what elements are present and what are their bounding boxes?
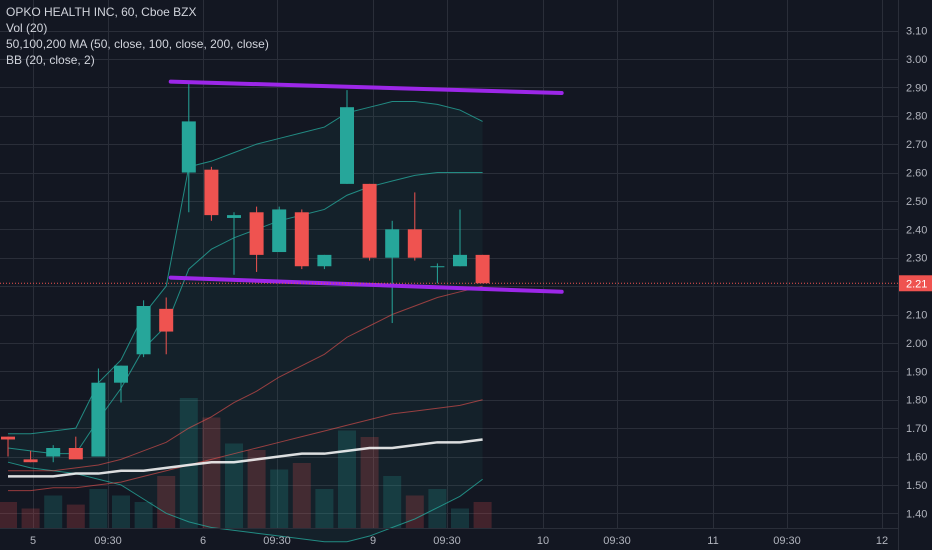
candle-body[interactable] <box>1 436 15 440</box>
time-tick-label: 09:30 <box>94 535 122 547</box>
volume-bar <box>112 495 130 528</box>
volume-bar <box>292 463 311 528</box>
candle-body[interactable] <box>475 254 490 284</box>
last-price-box <box>899 275 932 292</box>
candle-body[interactable] <box>453 254 467 267</box>
support-trendline[interactable] <box>168 275 564 294</box>
candle-body[interactable] <box>204 169 219 216</box>
time-tick-label: 09:30 <box>773 535 801 547</box>
volume-bar <box>247 450 266 528</box>
candle-body[interactable] <box>340 107 354 184</box>
candle-body[interactable] <box>362 183 377 258</box>
price-tick-label: 1.60 <box>906 452 927 464</box>
ma50-line <box>8 285 483 472</box>
bollinger-lower-line <box>7 461 483 543</box>
time-tick-label: 11 <box>707 535 718 547</box>
candle-body[interactable] <box>114 365 128 383</box>
ma200-line <box>8 438 483 478</box>
price-tick-label: 2.80 <box>906 111 927 123</box>
candle-body[interactable] <box>68 448 83 460</box>
price-tick-label: 1.40 <box>906 508 927 520</box>
price-tick-label: 1.70 <box>906 423 927 435</box>
price-tick-label: 3.10 <box>906 26 927 38</box>
price-tick-label: 2.10 <box>906 310 927 322</box>
price-tick-label: 2.00 <box>906 338 927 350</box>
candle-body[interactable] <box>249 212 264 255</box>
volume-bar <box>338 430 356 528</box>
candle-body[interactable] <box>294 212 309 267</box>
price-tick-label: 1.50 <box>906 480 927 492</box>
price-tick-label: 2.60 <box>906 168 927 180</box>
time-tick-label: 09:30 <box>603 535 631 547</box>
time-tick-label: 6 <box>200 535 206 547</box>
bollinger-upper-line <box>8 101 483 435</box>
candle-body[interactable] <box>272 209 287 253</box>
price-tick-label: 3.00 <box>906 54 927 66</box>
resistance-trendline[interactable] <box>168 79 564 95</box>
volume-bar <box>66 504 85 528</box>
volume-bar <box>157 476 176 528</box>
volume-bar <box>451 508 469 528</box>
time-axis[interactable]: 5 09:30 6 09:30 9 09:30 10 09:30 11 09:30 12 <box>30 535 888 547</box>
symbol-title[interactable]: OPKO HEALTH INC, 60, Cboe BZX <box>6 5 197 19</box>
candle-body[interactable] <box>91 382 106 457</box>
bollinger-indicator-label[interactable]: BB (20, close, 2) <box>6 53 95 67</box>
ma100-line <box>8 399 483 492</box>
volume-bar <box>202 417 221 528</box>
price-tick-label: 1.90 <box>906 366 927 378</box>
time-tick-label: 12 <box>876 535 888 547</box>
trendlines[interactable] <box>168 79 564 294</box>
candle-body[interactable] <box>430 266 445 268</box>
candle-body[interactable] <box>159 308 174 332</box>
candle-body[interactable] <box>407 229 422 258</box>
volume-bar <box>383 476 402 528</box>
volume-bar <box>360 437 379 528</box>
moving-average-indicator-label[interactable]: 50,100,200 MA (50, close, 100, close, 20… <box>6 37 269 51</box>
price-tick-label: 2.30 <box>906 253 927 265</box>
price-tick-label: 2.90 <box>906 82 927 94</box>
time-tick-label: 10 <box>537 535 549 547</box>
candle-body[interactable] <box>23 459 38 463</box>
candle-body[interactable] <box>227 215 241 218</box>
price-tick-label: 2.50 <box>906 196 927 208</box>
price-tick-label: 2.40 <box>906 224 927 236</box>
candle-body[interactable] <box>385 229 400 258</box>
volume-bar <box>134 502 153 528</box>
volume-bar <box>89 489 108 528</box>
volume-bar <box>473 502 492 528</box>
volume-indicator-label[interactable]: Vol (20) <box>6 21 48 35</box>
last-price-label: 2.21 <box>906 278 927 290</box>
candle-body[interactable] <box>181 121 196 173</box>
volume-bar <box>270 469 289 528</box>
volume-bar <box>0 502 17 528</box>
time-tick-label: 09:30 <box>433 535 461 547</box>
volume-bars <box>0 398 492 528</box>
volume-bar <box>428 489 447 528</box>
time-tick-label: 5 <box>30 535 36 547</box>
candlesticks[interactable] <box>1 81 490 463</box>
time-tick-label: 09:30 <box>263 535 291 547</box>
volume-bar <box>44 495 63 528</box>
candle-body[interactable] <box>317 254 332 267</box>
candle-body[interactable] <box>136 306 151 355</box>
time-tick-label: 9 <box>370 535 376 547</box>
chart-legend: OPKO HEALTH INC, 60, Cboe BZX Vol (20) 5… <box>6 4 269 68</box>
volume-bar <box>405 495 424 528</box>
candle-body[interactable] <box>46 448 61 457</box>
price-tick-label: 2.70 <box>906 139 927 151</box>
volume-bar <box>21 508 40 528</box>
indicator-lines <box>7 101 483 543</box>
bollinger-basis-line <box>7 172 483 455</box>
volume-bar <box>315 489 334 528</box>
price-tick-label: 1.80 <box>906 395 927 407</box>
volume-bar <box>225 443 243 528</box>
